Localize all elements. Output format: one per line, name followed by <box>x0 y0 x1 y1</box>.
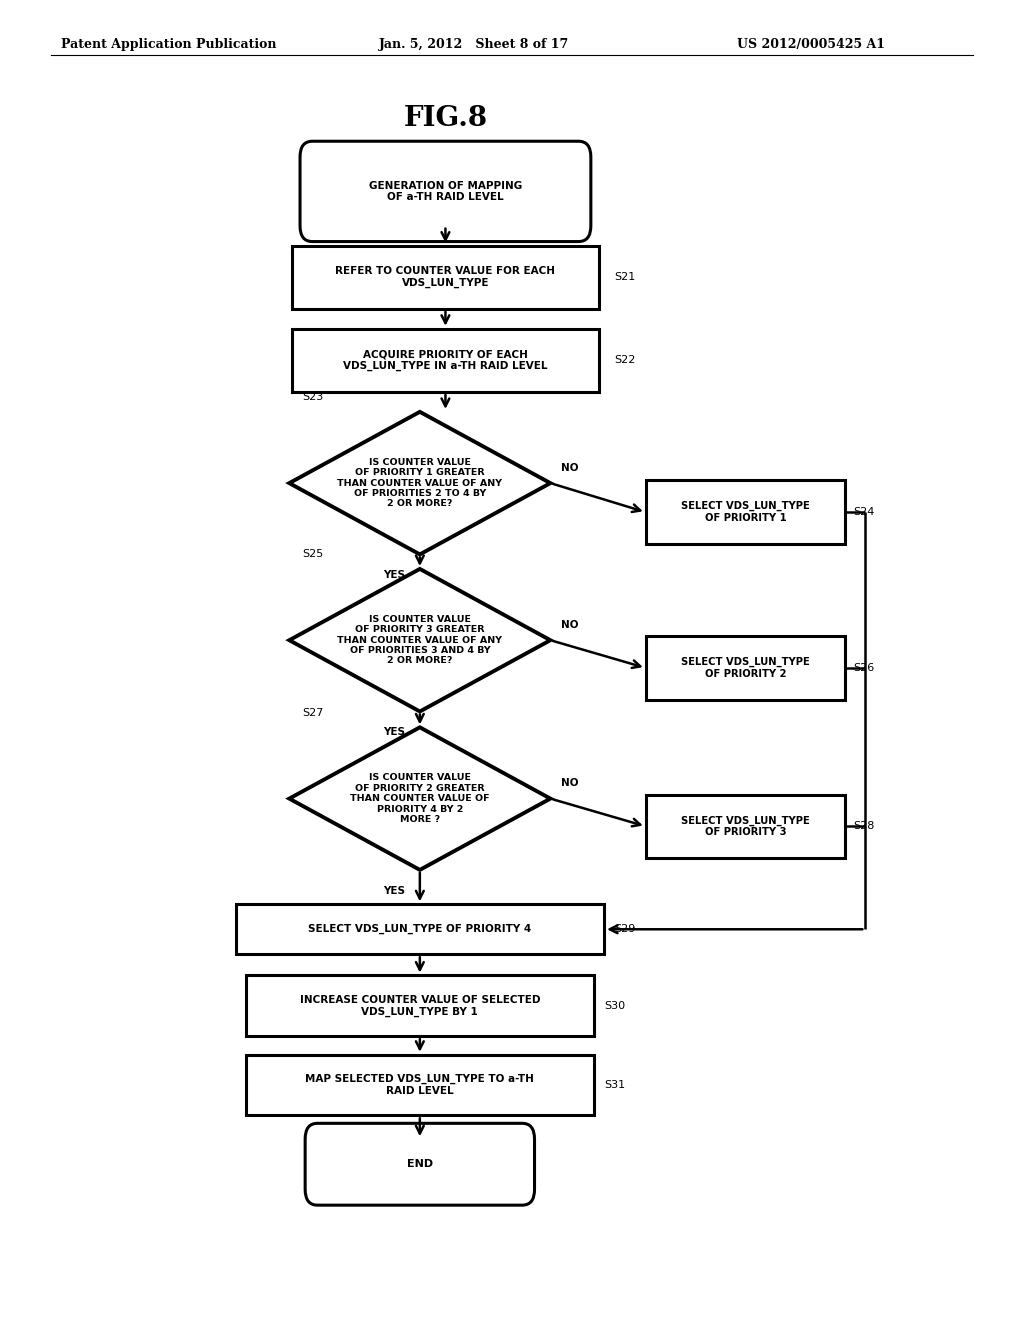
Text: S26: S26 <box>853 663 874 673</box>
Text: SELECT VDS_LUN_TYPE
OF PRIORITY 3: SELECT VDS_LUN_TYPE OF PRIORITY 3 <box>681 816 810 837</box>
Text: S25: S25 <box>302 549 324 560</box>
Text: YES: YES <box>383 727 406 738</box>
Text: FIG.8: FIG.8 <box>403 106 487 132</box>
Text: S21: S21 <box>614 272 636 282</box>
Bar <box>236 904 604 954</box>
Text: S27: S27 <box>302 708 324 718</box>
Text: S29: S29 <box>614 924 636 935</box>
Text: NO: NO <box>561 777 579 788</box>
Text: S30: S30 <box>604 1001 626 1011</box>
Text: GENERATION OF MAPPING
OF a-TH RAID LEVEL: GENERATION OF MAPPING OF a-TH RAID LEVEL <box>369 181 522 202</box>
Text: IS COUNTER VALUE
OF PRIORITY 3 GREATER
THAN COUNTER VALUE OF ANY
OF PRIORITIES 3: IS COUNTER VALUE OF PRIORITY 3 GREATER T… <box>337 615 503 665</box>
Polygon shape <box>289 569 551 711</box>
Text: REFER TO COUNTER VALUE FOR EACH
VDS_LUN_TYPE: REFER TO COUNTER VALUE FOR EACH VDS_LUN_… <box>336 267 555 288</box>
Text: Patent Application Publication: Patent Application Publication <box>61 38 276 51</box>
Text: US 2012/0005425 A1: US 2012/0005425 A1 <box>737 38 886 51</box>
Text: NO: NO <box>561 462 579 473</box>
Polygon shape <box>289 727 551 870</box>
FancyBboxPatch shape <box>300 141 591 242</box>
Bar <box>645 795 845 858</box>
Bar <box>246 975 594 1036</box>
Bar <box>645 636 845 700</box>
Text: IS COUNTER VALUE
OF PRIORITY 1 GREATER
THAN COUNTER VALUE OF ANY
OF PRIORITIES 2: IS COUNTER VALUE OF PRIORITY 1 GREATER T… <box>337 458 503 508</box>
Text: S28: S28 <box>853 821 874 832</box>
Text: SELECT VDS_LUN_TYPE
OF PRIORITY 2: SELECT VDS_LUN_TYPE OF PRIORITY 2 <box>681 657 810 678</box>
Text: S23: S23 <box>302 392 324 403</box>
Bar <box>246 1055 594 1115</box>
Bar <box>292 329 599 392</box>
Text: S24: S24 <box>853 507 874 517</box>
Text: S31: S31 <box>604 1080 626 1090</box>
Text: YES: YES <box>383 886 406 896</box>
Text: INCREASE COUNTER VALUE OF SELECTED
VDS_LUN_TYPE BY 1: INCREASE COUNTER VALUE OF SELECTED VDS_L… <box>300 995 540 1016</box>
Text: IS COUNTER VALUE
OF PRIORITY 2 GREATER
THAN COUNTER VALUE OF
PRIORITY 4 BY 2
MOR: IS COUNTER VALUE OF PRIORITY 2 GREATER T… <box>350 774 489 824</box>
Text: MAP SELECTED VDS_LUN_TYPE TO a-TH
RAID LEVEL: MAP SELECTED VDS_LUN_TYPE TO a-TH RAID L… <box>305 1074 535 1096</box>
Polygon shape <box>289 412 551 554</box>
Text: S22: S22 <box>614 355 636 366</box>
Text: SELECT VDS_LUN_TYPE OF PRIORITY 4: SELECT VDS_LUN_TYPE OF PRIORITY 4 <box>308 924 531 935</box>
Text: ACQUIRE PRIORITY OF EACH
VDS_LUN_TYPE IN a-TH RAID LEVEL: ACQUIRE PRIORITY OF EACH VDS_LUN_TYPE IN… <box>343 350 548 371</box>
Text: YES: YES <box>383 570 406 581</box>
Bar <box>645 480 845 544</box>
Text: NO: NO <box>561 619 579 630</box>
Text: END: END <box>407 1159 433 1170</box>
Bar <box>292 246 599 309</box>
Text: SELECT VDS_LUN_TYPE
OF PRIORITY 1: SELECT VDS_LUN_TYPE OF PRIORITY 1 <box>681 502 810 523</box>
Text: Jan. 5, 2012   Sheet 8 of 17: Jan. 5, 2012 Sheet 8 of 17 <box>379 38 569 51</box>
FancyBboxPatch shape <box>305 1123 535 1205</box>
